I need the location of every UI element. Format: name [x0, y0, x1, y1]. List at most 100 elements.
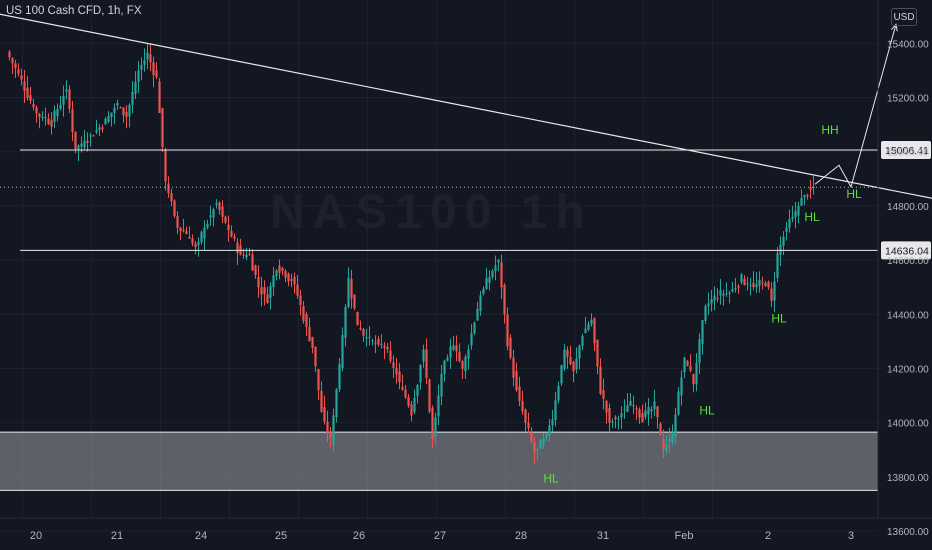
candle-body	[578, 345, 581, 359]
candle-body	[575, 358, 578, 370]
candle-body	[527, 422, 530, 429]
candle-body	[656, 406, 659, 418]
candle-body	[233, 236, 236, 239]
candle-body	[473, 322, 476, 334]
candle-body	[176, 216, 179, 228]
candle-body	[395, 367, 398, 375]
candle-body	[653, 401, 656, 410]
candle-body	[332, 415, 335, 446]
candle-body	[26, 87, 29, 99]
candle-body	[302, 306, 305, 322]
time-axis-tick: 3	[848, 530, 854, 542]
candle-body	[743, 279, 746, 286]
candle-body	[764, 283, 767, 287]
currency-button[interactable]: USD	[891, 8, 917, 26]
candle-body	[86, 140, 89, 144]
candle-body	[356, 311, 359, 326]
candle-body	[701, 320, 704, 345]
candle-body	[587, 324, 590, 330]
candle-body	[719, 290, 722, 296]
price-axis-tick: 14600.00	[887, 256, 929, 267]
candle-body	[20, 75, 23, 80]
candle-body	[344, 307, 347, 338]
candle-body	[407, 396, 410, 406]
candle-body	[806, 195, 809, 197]
candle-body	[89, 135, 92, 137]
candle-body	[98, 127, 101, 131]
pattern-label: HL	[771, 311, 787, 325]
candle-body	[209, 215, 212, 218]
pattern-label: HH	[821, 123, 838, 137]
candle-body	[785, 227, 788, 232]
candle-body	[68, 89, 71, 109]
candle-body	[455, 345, 458, 352]
time-axis-tick: 21	[111, 530, 123, 542]
candle-body	[164, 150, 167, 182]
candle-body	[500, 262, 503, 288]
candle-body	[377, 338, 380, 345]
candle-body	[203, 227, 206, 239]
candle-body	[437, 395, 440, 417]
candle-body	[458, 351, 461, 362]
candle-body	[17, 69, 20, 74]
candle-body	[191, 238, 194, 244]
candle-body	[446, 357, 449, 361]
candle-body	[662, 438, 665, 450]
candle-body	[413, 397, 416, 412]
candle-body	[659, 423, 662, 436]
candle-body	[179, 227, 182, 232]
candle-body	[77, 145, 80, 150]
candle-body	[260, 287, 263, 295]
candle-body	[551, 419, 554, 426]
price-axis-tick: 14200.00	[887, 364, 929, 375]
candle-body	[383, 345, 386, 348]
candle-body	[146, 52, 149, 60]
candle-body	[572, 361, 575, 372]
candle-body	[350, 279, 353, 299]
candle-body	[431, 407, 434, 439]
time-axis-tick: 27	[434, 530, 446, 542]
candle-body	[194, 243, 197, 247]
candle-body	[725, 293, 728, 295]
candle-body	[80, 143, 83, 147]
candle-body	[809, 187, 812, 190]
candle-body	[185, 231, 188, 234]
candle-body	[299, 295, 302, 305]
candle-body	[803, 195, 806, 198]
candle-body	[422, 349, 425, 362]
candle-body	[59, 104, 62, 109]
candle-body	[206, 223, 209, 228]
candle-body	[590, 319, 593, 325]
candle-body	[95, 130, 98, 133]
candle-body	[620, 413, 623, 418]
symbol-title: US 100 Cash CFD, 1h, FX	[6, 5, 142, 17]
pattern-label: HL	[543, 471, 559, 485]
candle-body	[647, 406, 650, 415]
candle-body	[467, 349, 470, 359]
candle-body	[677, 391, 680, 415]
candle-body	[188, 236, 191, 239]
time-axis-tick: 28	[515, 530, 527, 542]
candle-body	[317, 369, 320, 391]
support-zone	[0, 432, 878, 491]
candle-body	[509, 337, 512, 358]
candle-body	[410, 404, 413, 416]
candle-body	[563, 349, 566, 369]
candle-body	[266, 294, 269, 303]
candle-body	[518, 386, 521, 401]
candle-body	[611, 421, 614, 423]
candle-body	[629, 400, 632, 406]
candle-body	[554, 400, 557, 420]
candle-body	[479, 295, 482, 311]
candle-body	[773, 281, 776, 301]
candle-body	[65, 89, 68, 92]
candle-body	[14, 63, 17, 69]
candle-body	[263, 287, 266, 295]
candle-body	[32, 104, 35, 108]
candle-body	[812, 186, 815, 189]
candle-body	[368, 336, 371, 338]
candle-body	[560, 365, 563, 384]
candle-body	[251, 254, 254, 271]
